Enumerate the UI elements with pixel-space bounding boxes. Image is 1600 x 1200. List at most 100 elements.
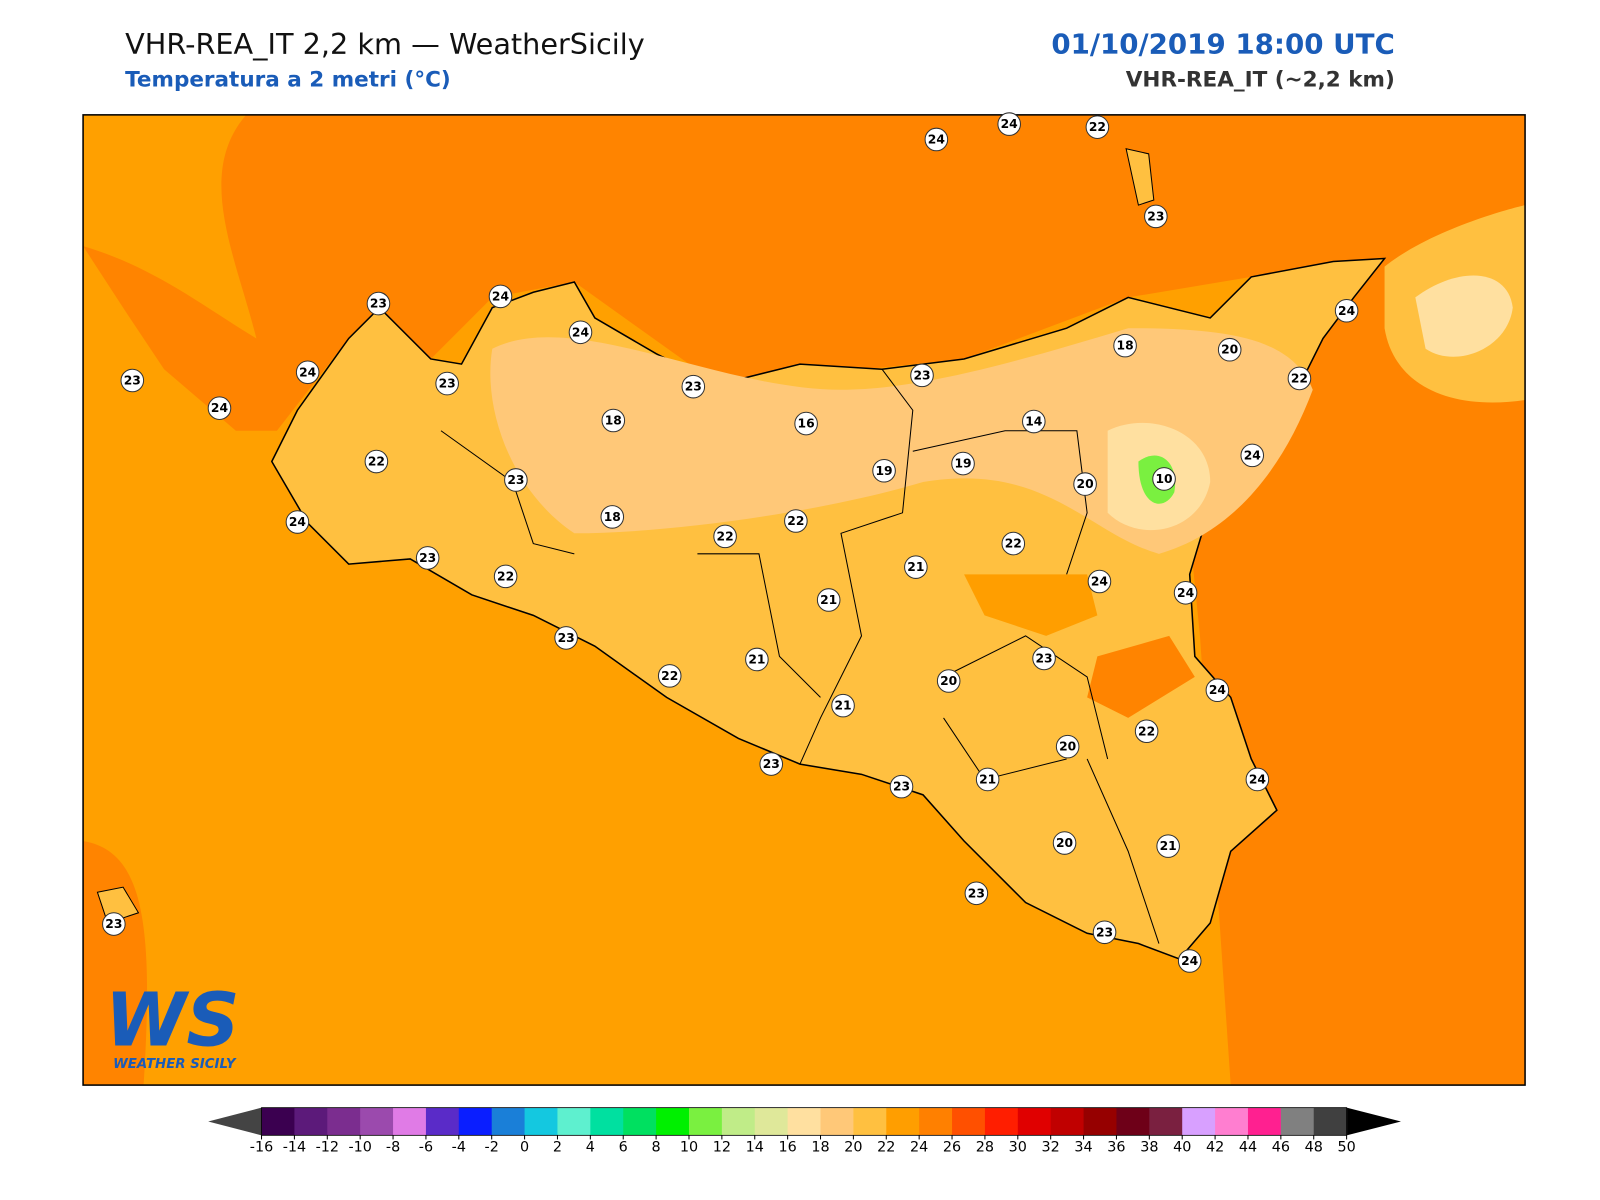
station-value: 24	[1249, 772, 1266, 786]
sea-dark	[83, 114, 1526, 1086]
station-value: 20	[940, 674, 957, 688]
colorbar-tick-label: 0	[520, 1140, 529, 1156]
station-value: 23	[439, 377, 456, 391]
station-marker	[601, 408, 626, 433]
station-marker	[1022, 409, 1046, 434]
station-value: 22	[787, 514, 804, 528]
colorbar-swatch	[721, 1107, 756, 1136]
colorbar-swatch	[1280, 1107, 1315, 1136]
station-value: 23	[893, 780, 910, 794]
colorbar-swatch	[360, 1107, 394, 1136]
station-value: 21	[820, 593, 837, 607]
station-value: 20	[1221, 343, 1238, 357]
colorbar-swatch	[754, 1107, 789, 1136]
colorbar-swatch	[984, 1107, 1019, 1136]
station-value: 23	[419, 551, 436, 565]
station-marker	[493, 564, 518, 589]
colorbar-tick-label: -2	[485, 1140, 499, 1156]
station-marker	[1217, 337, 1242, 362]
station-marker	[1144, 204, 1168, 229]
station-marker	[924, 127, 949, 152]
colorbar-tick-label: 32	[1042, 1140, 1060, 1156]
station-value: 23	[1096, 925, 1113, 939]
station-marker	[295, 360, 320, 385]
colorbar-tick-label: 50	[1337, 1140, 1355, 1156]
station-value: 23	[968, 886, 985, 900]
colorbar-swatch	[1149, 1107, 1183, 1136]
colorbar: -16 -14 -12 -10 -8 -6 -4 -2 0 2 4 6 8 10 12 14 16 18 20 22 2…	[208, 1107, 1401, 1156]
colorbar-tick-label: 26	[943, 1140, 961, 1156]
station-marker	[936, 669, 961, 693]
station-value: 24	[299, 365, 316, 379]
colorbar-tick-label: 8	[652, 1140, 661, 1156]
colorbar-tick-label: -10	[348, 1140, 371, 1156]
colorbar-tick-label: 14	[746, 1140, 764, 1156]
colorbar-tick-label: 12	[713, 1140, 731, 1156]
station-marker	[975, 767, 1000, 792]
station-marker	[1052, 831, 1077, 855]
station-marker	[285, 510, 310, 534]
colorbar-swatch	[853, 1107, 887, 1136]
colorbar-swatch	[1313, 1107, 1348, 1136]
station-value: 23	[1035, 651, 1052, 665]
colorbar-tick-label: 24	[910, 1140, 928, 1156]
station-marker	[366, 291, 391, 316]
station-value: 21	[748, 652, 765, 666]
station-marker	[568, 320, 593, 345]
model: VHR-REA_IT (~2,2 km)	[1126, 67, 1395, 92]
colorbar-tick-label: -16	[250, 1140, 273, 1156]
station-marker	[504, 468, 528, 492]
station-value: 24	[928, 132, 945, 146]
station-marker	[794, 411, 818, 436]
station-marker	[435, 371, 459, 396]
station-marker	[1152, 467, 1176, 491]
map-frame	[82, 114, 1526, 1086]
colorbar-tick-label: -14	[283, 1140, 306, 1156]
colorbar-tick-label: 42	[1206, 1140, 1224, 1156]
station-value: 23	[370, 297, 387, 311]
station-value: 24	[492, 289, 509, 303]
colorbar-tick-label: -6	[419, 1140, 433, 1156]
station-marker	[554, 626, 578, 650]
station-value: 23	[763, 757, 780, 771]
station-marker	[997, 112, 1021, 136]
station-value: 18	[605, 413, 622, 427]
colorbar-tick-label: 44	[1239, 1140, 1257, 1156]
station-marker	[364, 449, 389, 474]
datetime: 01/10/2019 18:00 UTC	[1051, 28, 1394, 61]
colorbar-tick-label: 22	[877, 1140, 895, 1156]
colorbar-tick-label: -8	[386, 1140, 400, 1156]
station-marker	[1156, 834, 1180, 858]
station-value: 18	[1117, 339, 1134, 353]
station-marker	[816, 588, 841, 612]
station-marker	[745, 647, 769, 672]
station-marker	[889, 774, 914, 799]
canvas: VHR-REA_IT 2,2 km — WeatherSicily Temper…	[82, 27, 1526, 1156]
colorbar-swatch	[393, 1107, 427, 1136]
sea-light	[83, 114, 257, 339]
colorbar-tick-label: 40	[1173, 1140, 1191, 1156]
colorbar-swatch	[458, 1107, 493, 1136]
colorbar-tick-label: 30	[1009, 1140, 1027, 1156]
colorbar-swatch	[491, 1107, 526, 1136]
station-marker	[964, 881, 989, 906]
map: 24 24 22 23 23 24 24 24 18 20 23 24 23 23 23 22 24 18 16 14…	[82, 112, 1526, 1086]
colorbar-swatch	[524, 1107, 558, 1136]
station-value: 14	[1025, 415, 1042, 429]
station-marker	[415, 546, 440, 570]
station-marker	[120, 368, 145, 393]
colorbar-swatch	[656, 1107, 690, 1136]
station-value: 24	[572, 325, 589, 339]
station-marker	[1113, 333, 1137, 358]
station-value: 24	[1001, 117, 1018, 131]
station-value: 20	[1056, 836, 1073, 850]
station-value: 23	[1147, 209, 1164, 223]
station-marker	[1334, 298, 1359, 323]
colorbar-tick-label: 46	[1272, 1140, 1290, 1156]
colorbar-tick-label: 18	[811, 1140, 829, 1156]
colorbar-tick-label: 16	[778, 1140, 796, 1156]
station-value: 21	[834, 699, 851, 713]
colorbar-swatch	[1215, 1107, 1249, 1136]
station-marker	[1087, 569, 1112, 594]
colorbar-tick-label: 38	[1140, 1140, 1158, 1156]
